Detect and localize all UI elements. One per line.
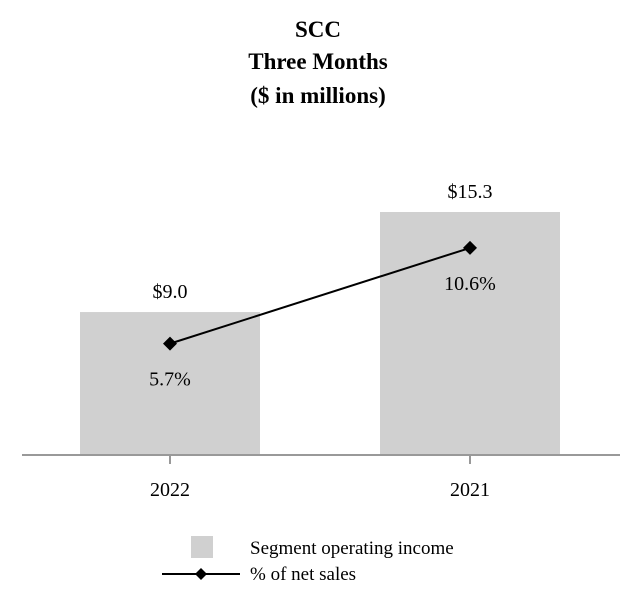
chart-title-line-3: ($ in millions) [250, 83, 385, 108]
x-ticks-layer: 2022 2021 [150, 455, 490, 501]
x-tick-label-2022: 2022 [150, 479, 190, 501]
bars-layer [80, 212, 560, 455]
bar-2022 [80, 312, 260, 455]
chart-title-line-2: Three Months [248, 49, 388, 74]
bar-value-label-2021: $15.3 [448, 181, 493, 203]
line-value-label-2021: 10.6% [444, 273, 496, 295]
line-marker-2021 [463, 240, 477, 255]
bar-value-label-2022: $9.0 [153, 281, 188, 303]
data-labels-layer: $9.0 $15.3 5.7% 10.6% [149, 181, 496, 391]
line-series-layer [163, 240, 477, 351]
legend-swatch-segment-operating-income [191, 536, 213, 558]
line-marker-2022 [163, 336, 177, 351]
legend-swatch-diamond-net-sales [195, 568, 207, 580]
x-tick-label-2021: 2021 [450, 479, 490, 501]
legend-label-net-sales: % of net sales [250, 564, 356, 585]
line-value-label-2022: 5.7% [149, 369, 191, 391]
legend-label-segment-operating-income: Segment operating income [250, 538, 454, 559]
chart-title-line-1: SCC [295, 17, 341, 42]
line-series-net-sales [169, 246, 471, 345]
legend: Segment operating income % of net sales [162, 536, 454, 585]
